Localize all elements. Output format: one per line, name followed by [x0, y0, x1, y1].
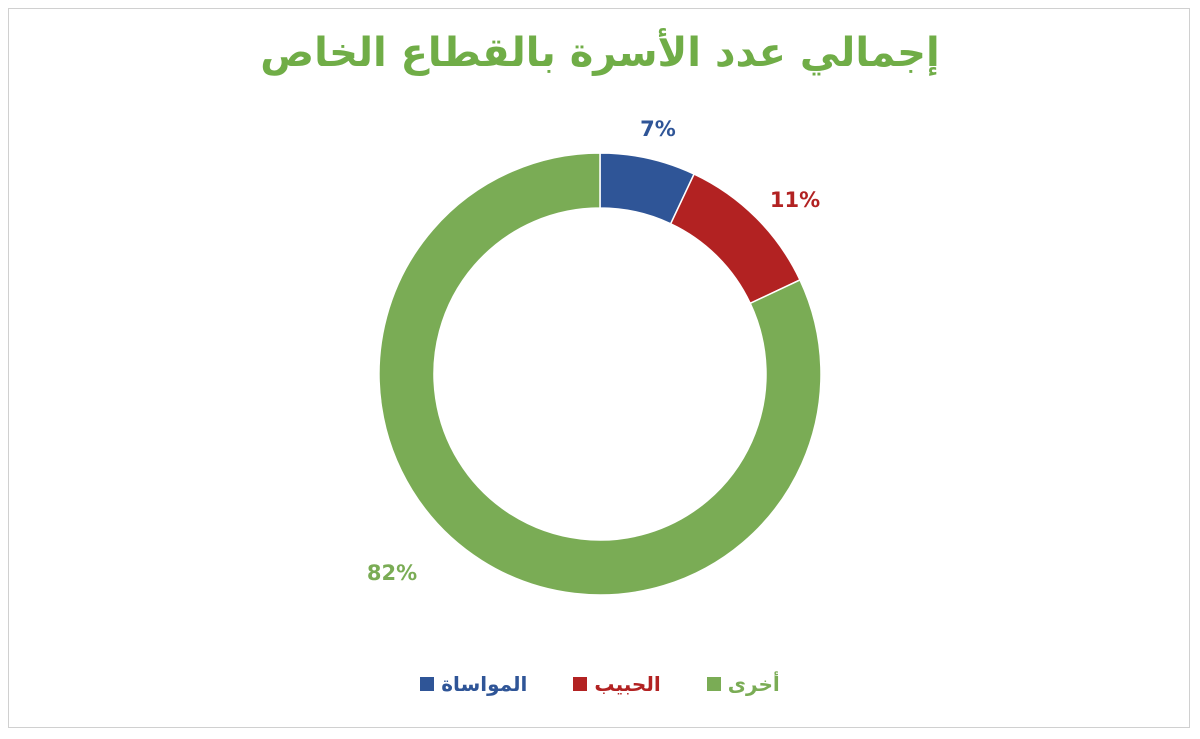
legend-swatch-other	[706, 677, 721, 691]
data-label-other: 82%	[367, 561, 417, 585]
data-label-almuwasat: 7%	[640, 117, 676, 141]
legend-item-alhabib: الحبيب	[573, 672, 661, 696]
legend-label-alhabib: الحبيب	[594, 672, 661, 696]
chart-frame	[8, 8, 1190, 728]
data-label-alhabib: 11%	[770, 188, 820, 212]
legend-label-almuwasat: المواساة	[441, 672, 528, 696]
legend-swatch-almuwasat	[420, 677, 435, 691]
legend-label-other: أخرى	[727, 672, 780, 696]
legend-item-almuwasat: المواساة	[420, 672, 527, 696]
chart-legend: المواساة الحبيب أخرى	[0, 672, 1200, 696]
donut-slice-other	[378, 152, 822, 596]
legend-swatch-alhabib	[573, 677, 588, 691]
chart-title: إجمالي عدد الأسرة بالقطاع الخاص	[260, 30, 940, 76]
legend-item-other: أخرى	[706, 672, 780, 696]
